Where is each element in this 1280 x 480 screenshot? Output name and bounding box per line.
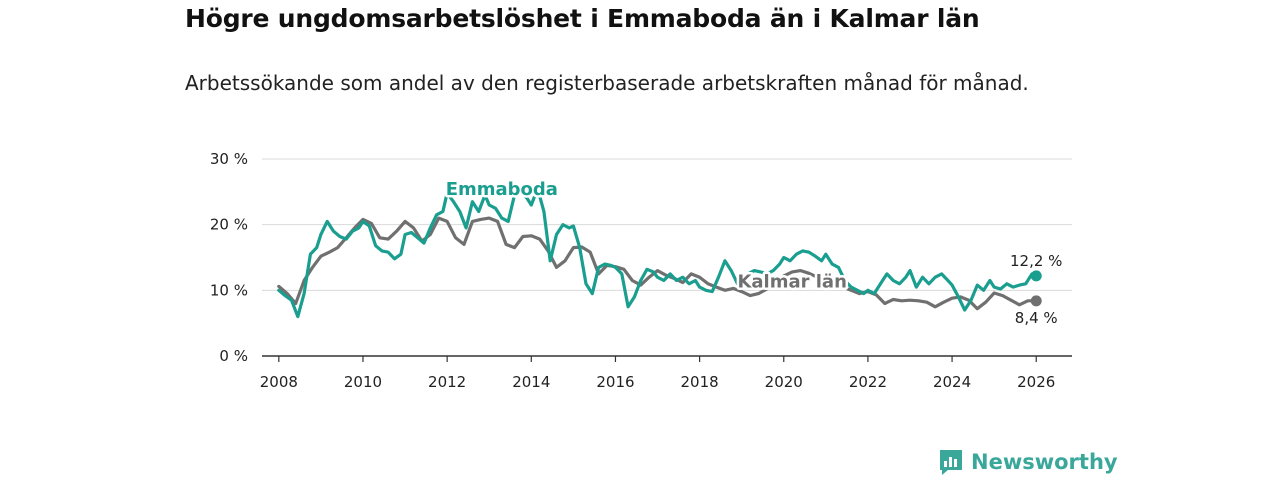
x-tick-label: 2016 <box>596 373 634 391</box>
y-tick-label: 10 % <box>210 281 248 299</box>
x-tick-label: 2022 <box>849 373 887 391</box>
x-tick-label: 2020 <box>765 373 803 391</box>
newsworthy-logo-icon <box>940 450 962 475</box>
series-line-kalmar-lan <box>277 216 1038 311</box>
series-label-emmaboda: Emmaboda <box>446 179 558 200</box>
series-line-emmaboda <box>277 187 1038 319</box>
end-value-label-kalmar-lan: 8,4 % <box>1015 309 1058 327</box>
brand-logo: Newsworthy <box>938 448 1118 476</box>
end-point-kalmar-lan <box>1030 295 1042 307</box>
x-tick-label: 2014 <box>512 373 550 391</box>
series-label-kalmar-lan: Kalmar län <box>737 272 846 293</box>
chart-title: Högre ungdomsarbetslöshet i Emmaboda än … <box>185 4 980 33</box>
brand-name: Newsworthy <box>971 450 1118 474</box>
x-tick-label: 2010 <box>344 373 382 391</box>
x-tick-label: 2018 <box>681 373 719 391</box>
x-tick-label: 2026 <box>1017 373 1055 391</box>
y-tick-label: 0 % <box>219 347 248 365</box>
x-tick-label: 2024 <box>933 373 971 391</box>
chart-subtitle: Arbetssökande som andel av den registerb… <box>185 71 1029 95</box>
y-tick-label: 20 % <box>210 216 248 234</box>
end-value-label-emmaboda: 12,2 % <box>1010 252 1062 270</box>
end-point-emmaboda <box>1030 270 1042 282</box>
x-tick-label: 2008 <box>260 373 298 391</box>
y-tick-label: 30 % <box>210 150 248 168</box>
x-tick-label: 2012 <box>428 373 466 391</box>
